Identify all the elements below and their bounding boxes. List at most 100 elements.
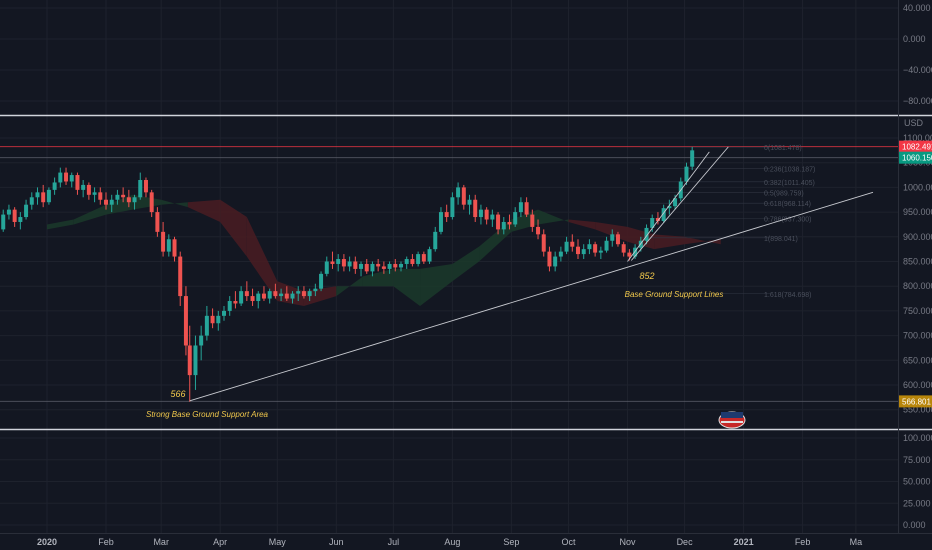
candlestick-series[interactable]	[0, 146, 695, 402]
candle-body-103[interactable]	[581, 249, 586, 255]
candle-body-117[interactable]	[661, 208, 666, 221]
candle-body-76[interactable]	[427, 249, 432, 262]
candle-body-35[interactable]	[193, 345, 198, 376]
candle-body-59[interactable]	[330, 261, 335, 264]
candle-body-46[interactable]	[256, 293, 261, 302]
candle-body-97[interactable]	[547, 251, 552, 267]
bottom-pane-price-axis[interactable]: 100.000 75.000 50.000 25.000 0.000	[903, 433, 932, 530]
candle-body-67[interactable]	[376, 263, 381, 267]
candle-body-22[interactable]	[121, 194, 126, 198]
candle-body-47[interactable]	[261, 293, 266, 299]
candle-body-82[interactable]	[461, 187, 466, 205]
candle-body-31[interactable]	[172, 239, 177, 257]
candle-body-45[interactable]	[250, 296, 255, 302]
candle-body-68[interactable]	[381, 266, 386, 269]
candle-body-105[interactable]	[593, 244, 598, 253]
candle-body-52[interactable]	[290, 293, 295, 299]
candle-body-74[interactable]	[416, 254, 421, 264]
candle-body-115[interactable]	[650, 218, 655, 228]
trendlines[interactable]	[189, 146, 874, 402]
candle-body-27[interactable]	[149, 192, 154, 213]
candle-body-63[interactable]	[353, 261, 358, 269]
candle-body-49[interactable]	[273, 291, 278, 297]
candle-body-16[interactable]	[86, 184, 91, 195]
candle-body-99[interactable]	[558, 251, 563, 257]
candle-body-34[interactable]	[187, 345, 192, 376]
candle-body-55[interactable]	[307, 291, 312, 297]
candle-body-102[interactable]	[576, 246, 580, 255]
candle-body-65[interactable]	[364, 263, 369, 272]
candle-body-20[interactable]	[109, 199, 114, 205]
candle-body-118[interactable]	[667, 206, 672, 209]
candle-body-61[interactable]	[341, 259, 346, 267]
candle-body-32[interactable]	[178, 256, 183, 297]
candle-body-106[interactable]	[598, 250, 603, 253]
candle-body-71[interactable]	[399, 263, 403, 268]
candle-body-37[interactable]	[204, 315, 209, 336]
candle-body-23[interactable]	[126, 197, 131, 203]
candle-body-91[interactable]	[513, 212, 518, 225]
candle-body-110[interactable]	[621, 244, 626, 253]
candle-body-33[interactable]	[183, 296, 188, 346]
candle-body-25[interactable]	[138, 179, 143, 198]
candle-body-84[interactable]	[473, 199, 478, 218]
candle-body-30[interactable]	[166, 239, 171, 252]
candle-body-121[interactable]	[684, 166, 689, 182]
candle-body-80[interactable]	[450, 197, 455, 218]
candle-body-28[interactable]	[155, 212, 160, 232]
candle-body-88[interactable]	[496, 214, 501, 230]
candle-body-4[interactable]	[18, 217, 23, 222]
time-axis[interactable]: 2020 Feb Mar Apr May Jun Jul Aug Sep Oct Nov Dec 202…	[37, 537, 862, 547]
candle-body-14[interactable]	[75, 175, 80, 190]
candle-body-2[interactable]	[6, 209, 11, 215]
candle-body-75[interactable]	[421, 254, 426, 262]
candle-body-81[interactable]	[456, 187, 461, 198]
candle-body-112[interactable]	[633, 247, 638, 257]
candle-body-114[interactable]	[644, 227, 649, 241]
candle-body-87[interactable]	[490, 214, 495, 220]
candle-body-95[interactable]	[536, 226, 541, 235]
trendline-2[interactable]	[630, 146, 729, 261]
candle-body-69[interactable]	[387, 263, 392, 269]
candle-body-54[interactable]	[301, 291, 306, 297]
candle-body-7[interactable]	[35, 192, 40, 198]
candle-body-90[interactable]	[507, 221, 512, 225]
candle-body-72[interactable]	[404, 259, 409, 264]
top-pane-price-axis[interactable]: 40.000 0.000 −40.000 −80.000	[903, 3, 932, 106]
candle-body-13[interactable]	[69, 175, 74, 182]
candle-body-83[interactable]	[467, 199, 472, 205]
candle-body-8[interactable]	[41, 192, 46, 203]
candle-body-1[interactable]	[1, 214, 6, 230]
candle-body-89[interactable]	[501, 221, 506, 230]
candle-body-109[interactable]	[615, 234, 620, 245]
candle-body-26[interactable]	[143, 179, 148, 193]
candle-body-3[interactable]	[12, 209, 17, 222]
candle-body-73[interactable]	[410, 259, 415, 264]
trendline-1[interactable]	[627, 151, 710, 262]
candle-body-40[interactable]	[222, 310, 226, 316]
candle-body-116[interactable]	[655, 218, 660, 221]
candle-body-5[interactable]	[24, 204, 29, 218]
candle-body-21[interactable]	[115, 194, 120, 200]
candle-body-58[interactable]	[324, 261, 329, 274]
candle-body-98[interactable]	[553, 256, 558, 267]
candle-body-104[interactable]	[587, 244, 592, 250]
candle-body-38[interactable]	[210, 315, 215, 324]
candle-body-119[interactable]	[673, 198, 678, 207]
candle-body-39[interactable]	[216, 315, 221, 324]
candle-body-44[interactable]	[244, 291, 249, 297]
candle-body-96[interactable]	[541, 234, 546, 252]
candle-body-43[interactable]	[239, 291, 244, 304]
candle-body-19[interactable]	[104, 199, 108, 205]
candle-body-107[interactable]	[604, 240, 609, 251]
candle-body-48[interactable]	[267, 291, 272, 299]
candle-body-66[interactable]	[370, 263, 375, 272]
candle-body-41[interactable]	[227, 301, 232, 311]
candle-body-57[interactable]	[319, 273, 324, 289]
candle-body-50[interactable]	[279, 293, 284, 297]
candle-body-100[interactable]	[564, 241, 569, 252]
candle-body-24[interactable]	[132, 197, 137, 203]
candle-body-36[interactable]	[199, 335, 204, 346]
candle-body-51[interactable]	[284, 293, 289, 299]
